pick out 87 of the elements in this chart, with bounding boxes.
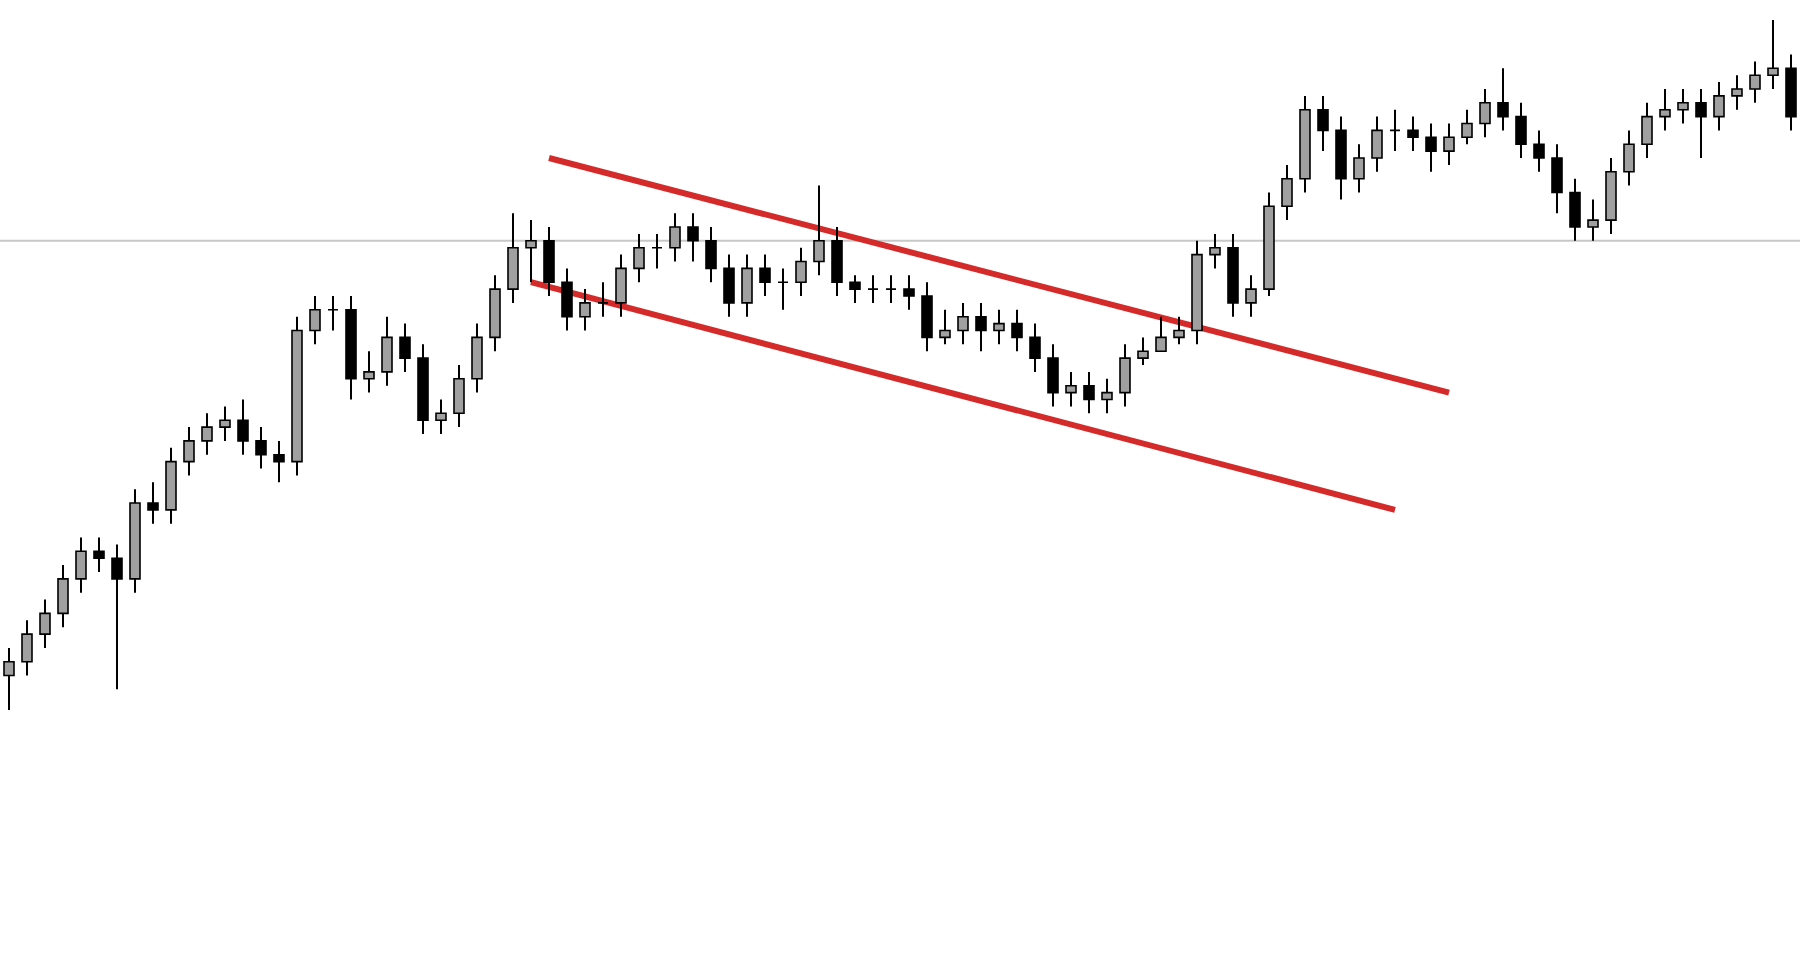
candlestick [1623, 129, 1635, 187]
candlestick [93, 536, 105, 573]
candlestick [741, 253, 753, 318]
candlestick [1281, 163, 1293, 222]
candlestick [1695, 88, 1707, 159]
candlestick [363, 350, 375, 394]
candlestick [1137, 336, 1149, 366]
candlestick [201, 412, 213, 456]
candlestick [1587, 198, 1599, 242]
candlestick [543, 226, 555, 297]
candlestick [1029, 322, 1041, 373]
candlestick [615, 253, 627, 318]
candlestick [957, 301, 969, 346]
candlestick [57, 564, 69, 629]
candlestick [813, 184, 825, 277]
candlestick [849, 274, 861, 304]
candlestick [435, 398, 447, 435]
candlestick [1209, 232, 1221, 270]
candlestick [111, 543, 123, 691]
candlestick [1371, 115, 1383, 173]
candlestick [309, 295, 321, 346]
candlestick [1767, 19, 1779, 90]
candlestick [237, 398, 249, 456]
candlestick [867, 274, 879, 304]
candlestick [1353, 143, 1365, 194]
candlestick [1713, 81, 1725, 132]
candlestick [759, 253, 771, 297]
candlestick [1173, 315, 1185, 346]
candlestick [39, 598, 51, 649]
candlestick [1497, 67, 1509, 132]
candlestick [777, 267, 789, 311]
candlestick [1389, 108, 1401, 153]
candlestick [219, 405, 231, 442]
candlestick [1047, 343, 1059, 408]
candlestick [921, 281, 933, 353]
candlestick [1551, 143, 1563, 215]
candlestick [1641, 101, 1653, 159]
candlestick [597, 281, 609, 318]
candlestick [1245, 274, 1257, 318]
candlestick [1659, 88, 1671, 132]
candlestick [525, 219, 537, 284]
candlestick [507, 212, 519, 304]
candlestick [471, 322, 483, 394]
candlestick [687, 212, 699, 263]
candlestick [1155, 315, 1167, 353]
candlestick [939, 308, 951, 346]
candlestick [651, 232, 663, 270]
candlestick [1317, 94, 1329, 153]
candlestick [381, 315, 393, 387]
candlestick [21, 619, 33, 677]
candlestick [3, 646, 15, 711]
candlestick [903, 274, 915, 311]
candlestick [327, 295, 339, 332]
candlestick [1065, 370, 1077, 408]
candlestick [669, 212, 681, 263]
candlestick [1461, 108, 1473, 146]
candlestick [453, 364, 465, 429]
candlestick [1533, 129, 1545, 173]
candlestick [399, 322, 411, 373]
candlestick [1083, 370, 1095, 415]
candlestick [633, 232, 645, 284]
candlestick [795, 246, 807, 297]
candlestick [273, 439, 285, 484]
candlestick [1479, 88, 1491, 139]
candlestick [885, 274, 897, 304]
candlestick [1749, 60, 1761, 104]
candlestick [1011, 308, 1023, 353]
candlestick [993, 308, 1005, 346]
candlestick [705, 226, 717, 284]
candlestick [1731, 74, 1743, 111]
candlestick [147, 481, 159, 525]
candlestick [1119, 343, 1131, 408]
candlestick [561, 267, 573, 332]
candlestick [255, 426, 267, 470]
candlestick [975, 301, 987, 353]
candlestick [1569, 177, 1581, 242]
candlestick [1515, 101, 1527, 159]
candlestick [1407, 115, 1419, 153]
candlestick [579, 288, 591, 332]
candlestick [831, 226, 843, 297]
candlestick [183, 426, 195, 477]
candlestick [1677, 88, 1689, 125]
candlestick [723, 253, 735, 318]
candlestick [1425, 122, 1437, 173]
candlestick [1443, 122, 1455, 166]
candlestick [75, 536, 87, 594]
candlestick [1101, 377, 1113, 415]
